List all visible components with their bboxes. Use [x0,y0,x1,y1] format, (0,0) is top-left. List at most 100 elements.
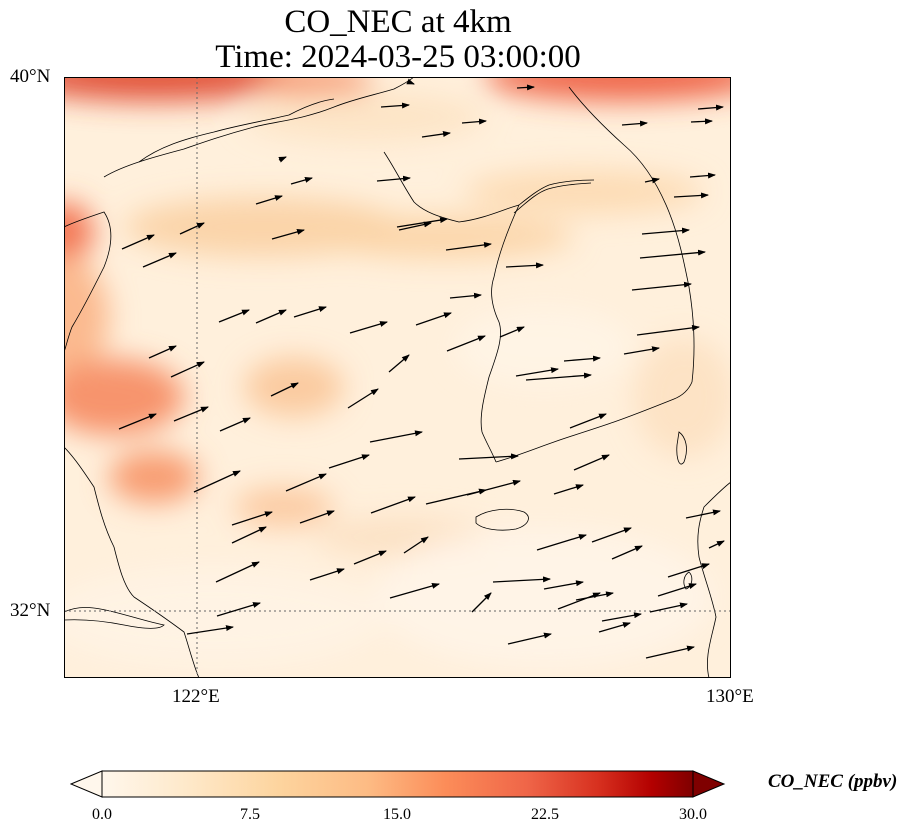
wind-vector-6 [290,177,313,185]
coastline-china-mainland [64,211,112,353]
lon-tick-122: 122°E [172,686,220,707]
wind-vector-21 [349,321,388,334]
wind-vector-64 [636,324,700,336]
wind-vector-11 [170,361,205,378]
wind-vector-78 [406,78,415,85]
colorbar-frame [101,770,694,798]
wind-vector-44 [415,312,452,326]
wind-vector-59 [573,454,610,471]
colorbar-tick-3: 22.5 [531,806,559,823]
wind-vector-76 [376,175,411,182]
wind-vector-79 [645,645,695,659]
lat-tick-40: 40°N [10,66,51,87]
map-title-line-1: CO_NEC at 4km [284,4,512,40]
field-blob-9 [464,170,704,214]
colorbar-max-extend [692,770,726,798]
wind-vector-33 [370,496,416,514]
wind-vector-25 [446,335,486,352]
field-blob-10 [244,92,484,142]
wind-vector-7 [218,309,250,323]
wind-vector-47 [492,576,551,583]
wind-vector-10 [148,345,177,359]
wind-vector-69 [689,172,716,179]
wind-vector-9 [293,306,327,318]
colorbar-min-extend [70,770,103,798]
coastline-japan-kyushu [697,481,731,678]
wind-vector-23 [369,430,423,443]
wind-vector-55 [591,527,632,543]
colorbar-gradient [102,771,693,797]
wind-vector-46 [466,479,521,496]
lon-tick-130: 130°E [706,686,754,707]
wind-vector-38 [216,602,261,617]
wind-vector-83 [685,509,721,519]
wind-vector-15 [219,417,251,432]
coastline-yangtze [64,607,165,629]
wind-vector-36 [215,561,260,583]
wind-vector-42 [403,536,429,554]
wind-vector-66 [639,249,706,259]
wind-vector-48 [471,592,492,613]
colorbar-tick-4: 30.0 [679,806,707,823]
coastline-bohai-east [383,151,520,223]
wind-vector-41 [389,583,440,599]
gridlines [64,77,731,678]
colorbar-tick-0: 0.0 [92,806,112,823]
wind-vector-31 [525,372,592,381]
wind-vector-50 [536,534,587,551]
wind-vector-49 [507,632,552,645]
wind-vector-80 [649,602,688,613]
wind-vector-28 [499,326,525,338]
field-blob-17 [374,527,714,667]
wind-vector-84 [708,540,725,549]
field-blob-14 [634,337,731,457]
field-blob-2 [484,77,731,101]
wind-vector-68 [673,192,709,199]
wind-vector-27 [449,292,482,299]
wind-vector-8 [255,309,287,324]
wind-vector-13 [173,406,209,422]
wind-vector-81 [657,583,697,597]
wind-vector-52 [557,592,601,610]
wind-vector-24 [388,354,410,373]
wind-vector-20 [347,388,379,409]
wind-vector-34 [299,510,335,524]
coastline-korea-west [480,204,520,463]
field-blob-11 [244,357,344,417]
wind-vector-60 [569,413,607,429]
map-frame [64,77,731,678]
coastlines [64,77,731,678]
wind-vector-30 [445,241,492,251]
wind-vector-77 [380,102,410,109]
coastline-jeju [475,508,529,531]
field-blob-15 [454,307,634,387]
wind-vector-54 [601,612,642,622]
wind-vector-0 [121,234,155,250]
wind-vector-74 [461,118,487,125]
wind-vectors [118,78,725,659]
wind-vector-2 [179,222,205,235]
wind-vector-40 [353,550,387,565]
field-blob-3 [64,202,94,262]
field-blob-12 [234,487,334,527]
wind-vector-58 [553,484,584,495]
coastline-japan-tsushima [676,431,687,465]
concentration-map [64,77,731,678]
wind-vector-56 [611,545,643,560]
field-blob-4 [64,257,109,377]
concentration-field [64,77,731,667]
wind-vector-71 [697,104,724,111]
colorbar-label: CO_NEC (ppbv) [768,771,898,792]
coastline-china-south [64,446,200,678]
wind-vector-4 [271,229,305,240]
wind-vector-18 [285,473,327,492]
wind-vector-35 [231,526,267,544]
coastline-liaodong [138,98,335,163]
wind-vector-39 [309,568,345,581]
wind-vector-53 [575,591,614,601]
wind-vector-45 [458,453,519,460]
wind-vector-19 [328,454,370,469]
wind-vector-12 [118,413,157,430]
field-blob-8 [314,215,574,259]
wind-vector-51 [543,580,584,590]
